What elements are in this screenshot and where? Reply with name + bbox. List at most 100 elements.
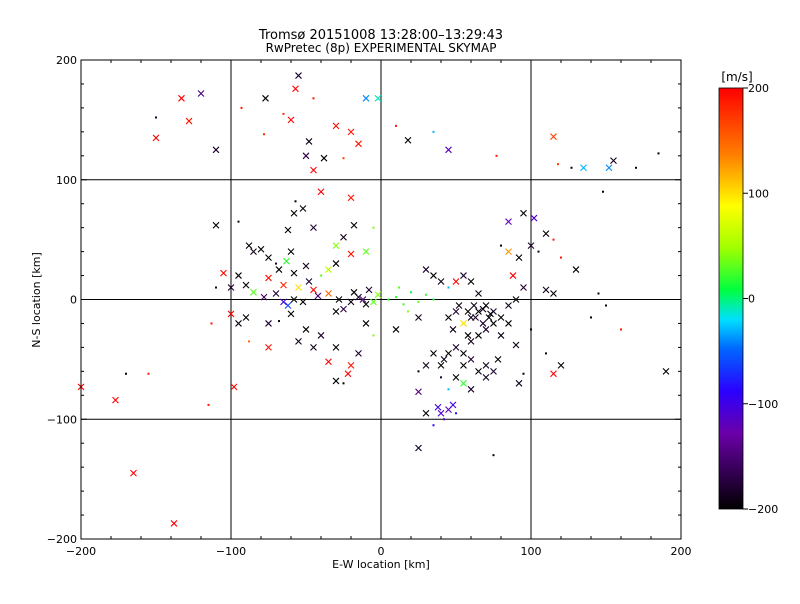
y-tick-label: −100 [47, 413, 77, 426]
point-x-marker [295, 338, 302, 345]
point-x-marker [310, 344, 317, 351]
point-x-marker [445, 314, 452, 321]
point-x-marker [170, 520, 178, 527]
point-x-marker [449, 326, 457, 333]
colorbar-tick-label: 200 [748, 82, 769, 95]
point-dot-marker [294, 200, 297, 203]
axis-ticks: −200−200 −100 −100 0 0 100 100 200 200 [47, 54, 692, 558]
point-x-marker [475, 308, 482, 315]
colorbar-tick-label: −200 [748, 503, 778, 516]
point-x-marker [515, 379, 523, 387]
point-dot-marker [552, 238, 555, 241]
point-dot-marker [407, 310, 409, 313]
point-dot-marker [342, 382, 345, 385]
point-dot-marker [425, 293, 427, 296]
point-x-marker [265, 344, 272, 351]
point-dot-marker [207, 403, 210, 406]
point-x-marker [550, 290, 557, 297]
point-x-marker [302, 262, 310, 270]
colorbar [718, 87, 744, 510]
point-x-marker [287, 310, 295, 318]
point-x-marker [235, 272, 242, 279]
point-dot-marker [635, 166, 637, 169]
point-x-marker [470, 302, 478, 309]
point-x-marker [290, 296, 298, 303]
colorbar-ticks: 200 100 0 −100 −200 [743, 82, 778, 516]
point-x-marker [185, 117, 193, 125]
point-dot-marker [657, 152, 660, 155]
point-x-marker [325, 290, 332, 297]
point-x-marker [475, 367, 482, 375]
point-x-marker [347, 250, 355, 258]
point-x-marker [520, 284, 527, 291]
point-dot-marker [545, 352, 547, 355]
point-x-marker [265, 320, 272, 327]
point-x-marker [485, 314, 493, 321]
point-x-marker [479, 320, 487, 327]
point-x-marker [452, 373, 460, 381]
point-x-marker [455, 302, 463, 309]
point-x-marker [467, 355, 475, 363]
point-dot-marker [605, 304, 607, 307]
point-dot-marker [155, 116, 157, 119]
point-dot-marker [402, 303, 405, 306]
point-x-marker [460, 272, 467, 279]
point-x-marker [295, 72, 302, 79]
point-x-marker [347, 128, 355, 136]
point-x-marker [245, 242, 253, 250]
point-dot-marker [447, 286, 450, 289]
point-x-marker [130, 469, 137, 477]
point-x-marker [335, 296, 343, 303]
point-x-marker [305, 138, 313, 145]
point-x-marker [347, 361, 355, 369]
point-x-marker [505, 302, 512, 309]
point-x-marker [314, 292, 322, 300]
point-x-marker [557, 361, 565, 369]
point-dot-marker [522, 372, 525, 375]
point-dot-marker [537, 250, 540, 253]
point-x-marker [497, 314, 505, 321]
point-x-marker [332, 344, 340, 351]
point-x-marker [415, 314, 422, 321]
point-x-marker [272, 290, 280, 297]
point-dot-marker [237, 220, 240, 223]
point-x-marker [580, 164, 587, 172]
point-dot-marker [395, 296, 397, 299]
point-x-marker [302, 326, 310, 333]
point-x-marker [197, 90, 205, 97]
point-x-marker [284, 302, 292, 309]
chart-subtitle: RwPretec (8p) EXPERIMENTAL SKYMAP [266, 41, 497, 55]
point-dot-marker [215, 286, 217, 289]
point-x-marker [370, 298, 377, 306]
point-x-marker [415, 444, 422, 452]
point-dot-marker [275, 262, 277, 265]
point-x-marker [467, 278, 475, 285]
point-x-marker [487, 310, 494, 318]
point-x-marker [355, 140, 362, 148]
colorbar-tick-label: −100 [748, 398, 778, 411]
y-tick-label: 200 [56, 54, 77, 67]
point-dot-marker [372, 226, 375, 229]
point-x-marker [365, 286, 373, 294]
point-x-marker [283, 257, 290, 265]
point-x-marker [490, 320, 497, 327]
point-x-marker [460, 361, 467, 369]
point-x-marker [290, 209, 298, 217]
point-x-marker [265, 254, 272, 261]
point-x-marker [317, 332, 325, 339]
y-tick-label: 100 [56, 174, 77, 187]
point-x-marker [542, 230, 550, 238]
point-x-marker [332, 377, 340, 385]
point-dot-marker [417, 300, 420, 303]
point-dot-marker [410, 291, 412, 294]
point-dot-marker [210, 322, 213, 325]
point-x-marker [317, 188, 325, 196]
point-x-marker [475, 290, 482, 297]
point-dot-marker [312, 97, 315, 100]
point-x-marker [362, 320, 370, 327]
point-x-marker [178, 94, 185, 102]
point-x-marker [152, 134, 160, 142]
point-x-marker [332, 308, 340, 315]
x-tick-label: 100 [521, 545, 542, 558]
colorbar-label: [m/s] [721, 70, 752, 84]
